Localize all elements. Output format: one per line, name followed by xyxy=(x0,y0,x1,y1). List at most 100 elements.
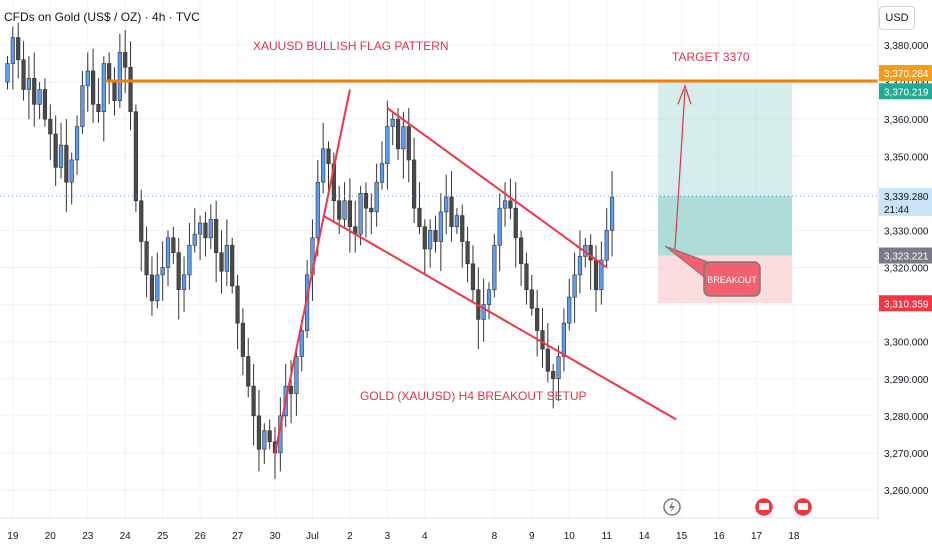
candle-body xyxy=(529,289,534,309)
candle xyxy=(117,33,122,109)
y-tick-label: 3,380.000 xyxy=(884,41,929,52)
candle xyxy=(155,252,160,309)
candle xyxy=(556,345,561,401)
candle-body xyxy=(428,230,433,250)
price-label-text: 3,339.280 xyxy=(884,192,929,203)
currency-button[interactable]: USD xyxy=(879,6,915,30)
candle xyxy=(609,171,615,257)
candle-body xyxy=(551,371,556,380)
price-label: 3,310.359 xyxy=(879,295,932,312)
x-tick-label: 16 xyxy=(713,531,725,542)
candle xyxy=(160,241,165,301)
candle-body xyxy=(91,70,96,105)
flag-pole-line xyxy=(274,89,351,454)
candle xyxy=(363,182,369,238)
candle-body xyxy=(58,144,64,168)
candle-body xyxy=(149,274,155,302)
symbol-title[interactable]: CFDs on Gold (US$ / OZ) · 4h · TVC xyxy=(4,10,200,24)
candle-body xyxy=(299,330,304,357)
profit-fill-zone xyxy=(658,196,792,256)
candle-body xyxy=(401,126,406,150)
candle-body xyxy=(176,252,181,291)
price-label-time: 21:44 xyxy=(884,205,909,216)
candle xyxy=(513,182,518,268)
price-label: 3,370.284 xyxy=(879,65,932,82)
candle xyxy=(561,308,566,372)
candle xyxy=(74,115,80,175)
price-label-bg xyxy=(879,188,932,217)
candle-body xyxy=(508,200,513,209)
candle xyxy=(26,56,32,120)
candle xyxy=(438,193,443,272)
candle-body xyxy=(16,37,21,61)
candle xyxy=(460,204,465,268)
candle xyxy=(214,200,219,283)
price-label-bg xyxy=(879,295,932,312)
x-tick-label: 4 xyxy=(422,531,428,542)
candle xyxy=(545,323,550,383)
candle xyxy=(379,141,385,190)
candle xyxy=(374,163,379,227)
x-tick-label: 14 xyxy=(639,531,651,542)
candle xyxy=(21,41,26,101)
x-tick-label: 26 xyxy=(195,531,207,542)
candle-body xyxy=(96,104,101,113)
candle-body xyxy=(545,348,550,372)
drawing-lines xyxy=(0,79,878,454)
chart-title: XAUUSD BULLISH FLAG PATTERN xyxy=(253,39,449,53)
candle xyxy=(85,52,90,112)
candle-body xyxy=(80,85,85,127)
candle xyxy=(144,226,149,298)
candle xyxy=(69,152,74,205)
flag-lower-line xyxy=(322,214,677,421)
candle xyxy=(80,70,85,134)
x-tick-label: 25 xyxy=(157,531,169,542)
candle-body xyxy=(171,237,176,253)
candle xyxy=(588,234,593,290)
candle xyxy=(353,200,358,253)
candle xyxy=(508,178,513,220)
x-tick-label: Jul xyxy=(306,531,319,542)
candle-body xyxy=(112,81,117,101)
candle-body xyxy=(438,211,443,242)
candle xyxy=(96,78,101,123)
price-label: 3,339.280 21:44 xyxy=(879,188,932,217)
candle xyxy=(369,193,374,235)
candle xyxy=(32,52,37,127)
candle-body xyxy=(123,52,128,68)
candle xyxy=(139,189,144,272)
candle xyxy=(593,245,599,312)
breakout-box xyxy=(703,261,761,297)
candle xyxy=(171,226,176,264)
candle-body xyxy=(502,200,508,209)
price-label-text: 3,323.221 xyxy=(884,252,929,263)
candle xyxy=(497,193,502,272)
candle-body xyxy=(133,111,139,202)
candle xyxy=(53,115,58,186)
candle xyxy=(449,171,454,242)
candle xyxy=(390,111,395,146)
candle-body xyxy=(53,133,58,168)
candle xyxy=(540,308,545,368)
candle-body xyxy=(192,233,197,246)
candle-body xyxy=(347,200,353,228)
chart-subtitle: GOLD (XAUUSD) H4 BREAKOUT SETUP xyxy=(360,389,587,403)
candle xyxy=(208,204,213,249)
candle-body xyxy=(107,63,112,83)
candle xyxy=(262,423,267,465)
candle xyxy=(128,41,133,131)
candle xyxy=(454,208,460,235)
candle-body xyxy=(460,215,465,242)
candle-body xyxy=(497,207,502,246)
y-tick-label: 3,260.000 xyxy=(884,486,929,497)
candle xyxy=(444,174,449,235)
flag-glyph-2 xyxy=(798,503,808,510)
price-label: 3,323.221 xyxy=(879,247,932,264)
candle-body xyxy=(101,63,106,113)
candle-body xyxy=(486,289,492,305)
candle-body xyxy=(540,330,545,350)
candle-body xyxy=(117,52,122,101)
candle xyxy=(321,122,326,194)
x-tick-label: 18 xyxy=(788,531,800,542)
